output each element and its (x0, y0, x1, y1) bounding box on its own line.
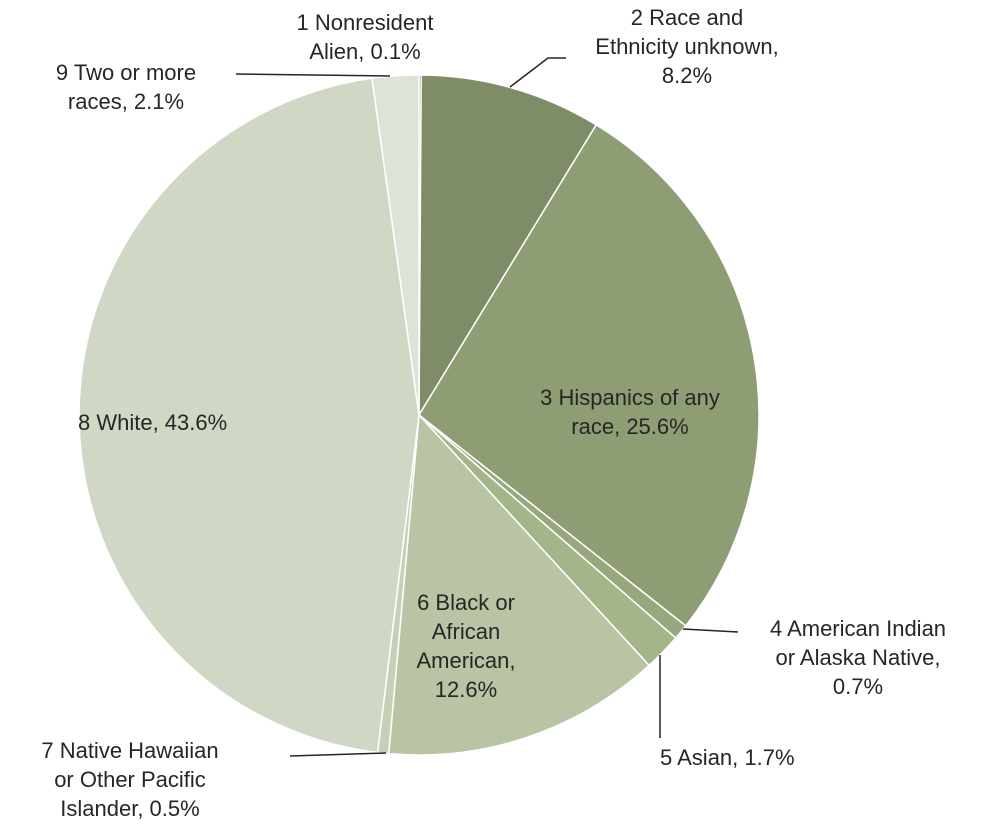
slice-label-line: or Other Pacific (54, 767, 206, 792)
slice-label-2: 2 Race and Ethnicity unknown, 8.2% (595, 5, 778, 88)
slice-label-7: 7 Native Hawaiian or Other Pacific Islande… (41, 738, 218, 821)
slice-label-line: 0.7% (833, 674, 883, 699)
leader-line-7 (290, 753, 386, 756)
slice-label-line: 4 American Indian (770, 616, 946, 641)
slice-label-line: 5 Asian, 1.7% (660, 745, 795, 770)
slice-label-line: 9 Two or more (56, 60, 196, 85)
slice-label-line: Ethnicity unknown, (595, 34, 778, 59)
slice-label-line: race, 25.6% (571, 414, 688, 439)
slice-label-5: 5 Asian, 1.7% (660, 745, 795, 770)
slice-label-line: 12.6% (435, 677, 497, 702)
slice-label-9: 9 Two or more races, 2.1% (56, 60, 196, 114)
slice-label-4: 4 American Indian or Alaska Native, 0.7% (770, 616, 946, 699)
slice-label-1: 1 Nonresident Alien, 0.1% (297, 10, 434, 64)
slice-label-line: American, (416, 648, 515, 673)
leader-line-4 (683, 629, 738, 632)
slice-label-line: 7 Native Hawaiian (41, 738, 218, 763)
leader-line-9 (236, 74, 390, 76)
slice-label-line: African (432, 619, 500, 644)
slice-label-line: 8.2% (662, 63, 712, 88)
slice-label-line: 1 Nonresident (297, 10, 434, 35)
slice-label-line: Islander, 0.5% (60, 796, 199, 821)
slice-label-line: 8 White, 43.6% (78, 410, 227, 435)
slice-label-8: 8 White, 43.6% (78, 410, 227, 435)
slice-label-line: races, 2.1% (68, 89, 184, 114)
slice-label-line: 6 Black or (417, 590, 515, 615)
slice-label-line: Alien, 0.1% (309, 39, 420, 64)
slice-label-line: or Alaska Native, (775, 645, 940, 670)
leader-line-2 (510, 58, 566, 87)
slice-label-line: 2 Race and (631, 5, 744, 30)
slice-label-line: 3 Hispanics of any (540, 385, 720, 410)
